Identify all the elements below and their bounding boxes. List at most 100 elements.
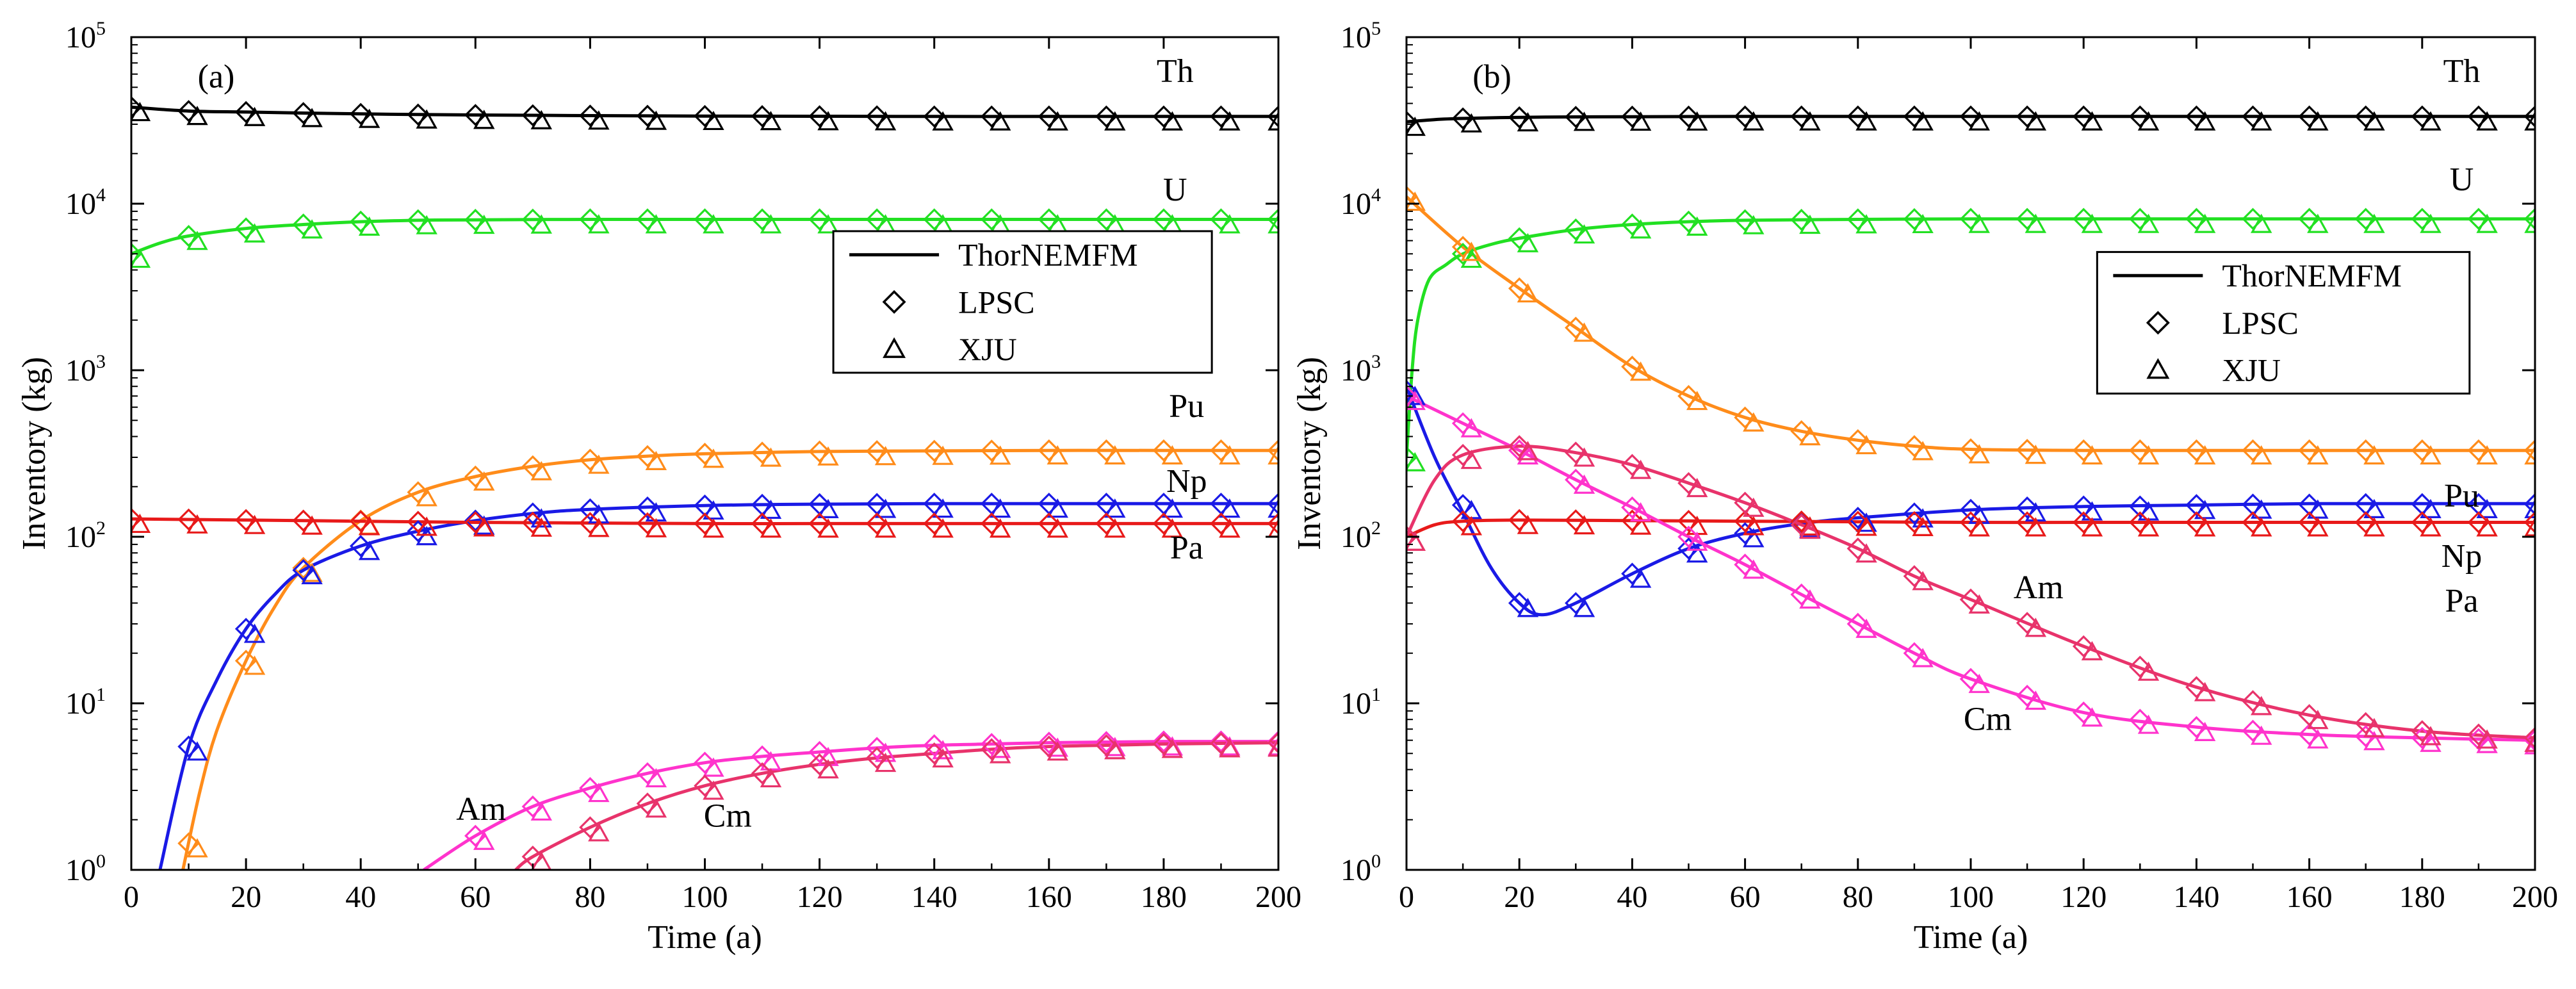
xju-marker bbox=[2137, 213, 2160, 233]
xju-marker bbox=[1517, 598, 1539, 617]
legend-entry-label: LPSC bbox=[958, 284, 1035, 320]
x-axis-title: Time (a) bbox=[1914, 919, 2028, 956]
xju-marker bbox=[817, 759, 839, 779]
lpsc-marker bbox=[1903, 208, 1926, 231]
lpsc-marker bbox=[980, 439, 1003, 462]
xju-marker bbox=[1268, 111, 1278, 131]
xju-marker bbox=[1268, 214, 1278, 234]
lpsc-marker bbox=[2016, 496, 2039, 519]
xju-marker bbox=[932, 748, 954, 768]
xju-marker bbox=[1219, 214, 1241, 234]
lpsc-marker bbox=[1903, 642, 1926, 664]
lpsc-marker bbox=[1621, 509, 1643, 532]
xju-marker bbox=[2307, 729, 2329, 749]
xju-marker bbox=[932, 498, 954, 518]
lpsc-marker bbox=[694, 751, 716, 774]
lpsc-marker bbox=[694, 512, 716, 535]
xju-marker bbox=[2251, 725, 2272, 745]
xju-marker bbox=[817, 214, 839, 234]
lpsc-marker bbox=[1267, 493, 1278, 515]
lpsc-marker bbox=[131, 507, 143, 530]
lpsc-marker bbox=[923, 208, 945, 231]
y-tick-label: 104 bbox=[65, 184, 106, 221]
y-tick-label: 101 bbox=[1341, 684, 1381, 721]
lpsc-marker bbox=[1677, 210, 1700, 233]
xju-marker bbox=[530, 461, 553, 480]
x-tick-label: 180 bbox=[1141, 880, 1187, 914]
y-tick-label: 101 bbox=[65, 684, 106, 721]
lpsc-marker bbox=[865, 440, 888, 462]
panel-b: 0 20 40 60 80 100 120 140 160 180 200 100 101 102 103 1… bbox=[1291, 18, 2558, 956]
lpsc-marker bbox=[579, 512, 601, 534]
xju-marker bbox=[2194, 517, 2216, 537]
lpsc-marker bbox=[1406, 380, 1418, 402]
lpsc-marker bbox=[1406, 185, 1418, 208]
xju-marker bbox=[2025, 445, 2047, 464]
xju-marker bbox=[588, 214, 610, 234]
xju-marker bbox=[2137, 445, 2160, 465]
line-u bbox=[131, 217, 1278, 256]
xju-marker bbox=[131, 102, 151, 122]
xju-marker bbox=[1219, 498, 1241, 518]
xju-marker bbox=[1855, 618, 1877, 638]
xju-marker bbox=[989, 498, 1011, 518]
lpsc-marker bbox=[2467, 439, 2490, 462]
xju-marker bbox=[1268, 518, 1278, 538]
lpsc-marker bbox=[2016, 105, 2039, 128]
xju-marker bbox=[2081, 641, 2103, 660]
xju-marker bbox=[358, 516, 380, 535]
lpsc-marker bbox=[1267, 208, 1278, 231]
xju-marker bbox=[1268, 737, 1278, 757]
xju-marker bbox=[760, 111, 782, 131]
lpsc-marker bbox=[1959, 208, 1982, 231]
xju-marker bbox=[588, 822, 610, 842]
xju-marker bbox=[703, 780, 724, 800]
lpsc-marker bbox=[1846, 537, 1870, 560]
xju-marker bbox=[416, 109, 437, 129]
xju-marker bbox=[1104, 498, 1126, 518]
xju-marker bbox=[2524, 111, 2535, 131]
xju-marker bbox=[1799, 589, 1821, 609]
xju-marker bbox=[530, 214, 553, 234]
xju-marker bbox=[703, 110, 724, 131]
lpsc-marker bbox=[2129, 708, 2151, 732]
lpsc-marker bbox=[1565, 592, 1587, 614]
xju-marker bbox=[1743, 215, 1765, 234]
lpsc-marker bbox=[2467, 723, 2490, 746]
xju-marker bbox=[416, 516, 437, 536]
xju-marker bbox=[243, 514, 266, 534]
xju-marker bbox=[588, 783, 610, 803]
lpsc-marker bbox=[2185, 208, 2208, 231]
lpsc-marker bbox=[1152, 208, 1175, 231]
xju-marker bbox=[2420, 213, 2441, 233]
lpsc-marker bbox=[2298, 723, 2320, 746]
xju-marker bbox=[1799, 516, 1821, 536]
lpsc-marker bbox=[2354, 105, 2377, 128]
lpsc-marker bbox=[2185, 439, 2208, 462]
lpsc-marker bbox=[2354, 439, 2377, 462]
xju-marker bbox=[1104, 740, 1126, 760]
y-tick-label: 104 bbox=[1341, 184, 1381, 221]
lpsc-marker bbox=[865, 746, 888, 769]
lpsc-marker bbox=[2072, 701, 2095, 724]
lpsc-marker bbox=[694, 104, 716, 127]
xju-marker bbox=[817, 498, 839, 518]
lpsc-marker bbox=[865, 737, 888, 759]
lpsc-marker bbox=[1210, 730, 1232, 753]
lpsc-marker bbox=[1846, 612, 1870, 635]
lpsc-marker bbox=[2129, 655, 2151, 678]
lpsc-marker bbox=[1210, 732, 1232, 755]
xju-marker bbox=[1219, 738, 1241, 758]
legend-diamond-icon bbox=[882, 290, 906, 314]
series-label-pa: Pa bbox=[1170, 530, 1203, 566]
xju-marker bbox=[2251, 696, 2272, 715]
lpsc-marker bbox=[464, 511, 487, 534]
xju-marker bbox=[1047, 111, 1068, 131]
xju-marker bbox=[2476, 213, 2498, 233]
lpsc-marker bbox=[1451, 443, 1474, 466]
line-am bbox=[1406, 395, 2535, 742]
lpsc-marker bbox=[131, 243, 143, 265]
xju-marker bbox=[2420, 726, 2441, 746]
lpsc-marker bbox=[1565, 509, 1587, 532]
lpsc-marker bbox=[177, 100, 200, 122]
